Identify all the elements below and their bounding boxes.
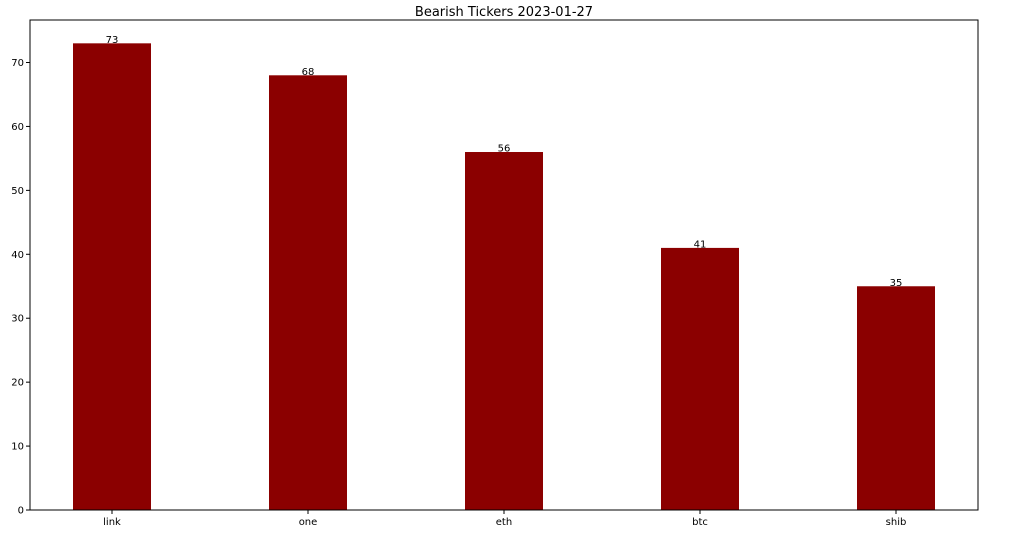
y-tick-label-60: 60 <box>11 122 24 133</box>
chart-title: Bearish Tickers 2023-01-27 <box>415 5 593 20</box>
bar-shib <box>857 286 935 510</box>
x-tick-label-one: one <box>299 517 318 528</box>
x-tick-label-btc: btc <box>692 517 708 528</box>
data-label-btc: 41 <box>694 239 707 250</box>
y-tick-label-0: 0 <box>18 506 24 517</box>
data-label-one: 68 <box>302 67 315 78</box>
data-label-shib: 35 <box>890 278 903 289</box>
bar-eth <box>465 152 543 510</box>
bar-btc <box>661 247 739 510</box>
y-tick-label-40: 40 <box>11 250 24 261</box>
y-tick-label-30: 30 <box>11 314 24 325</box>
data-label-link: 73 <box>106 35 119 46</box>
data-label-eth: 56 <box>498 144 511 155</box>
y-tick-label-10: 10 <box>11 442 24 453</box>
bar-one <box>269 75 347 511</box>
bar-link <box>73 43 151 510</box>
x-tick-label-eth: eth <box>496 517 512 528</box>
plot-layer: 0 10 20 30 40 50 60 70 link one eth btc shib 73 68 56 41… <box>11 19 979 528</box>
x-tick-label-shib: shib <box>886 517 907 528</box>
y-tick-label-20: 20 <box>11 378 24 389</box>
y-tick-label-70: 70 <box>11 58 24 69</box>
y-tick-label-50: 50 <box>11 186 24 197</box>
x-tick-label-link: link <box>103 517 121 528</box>
